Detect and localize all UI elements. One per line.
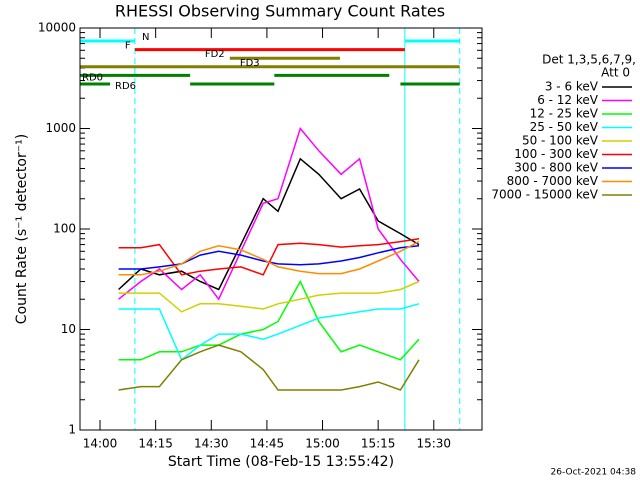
y-tick-label: 1 [68, 423, 76, 437]
legend-label: 50 - 100 keV [522, 134, 599, 148]
y-axis-label: Count Rate (s⁻¹ detector⁻¹) [14, 134, 30, 324]
series-line [118, 344, 420, 391]
x-tick-label: 14:15 [138, 437, 173, 451]
series-line [118, 240, 420, 276]
series-line [118, 126, 420, 301]
x-tick-label: 14:30 [194, 437, 229, 451]
plot-frame [79, 27, 483, 431]
x-tick-label: 14:00 [83, 437, 118, 451]
legend-label: 3 - 6 keV [545, 80, 599, 94]
footer: 26-Oct-2021 04:38 [551, 468, 637, 478]
x-tick-label: 15:30 [416, 437, 451, 451]
series-line [118, 280, 420, 313]
legend-title: Att 0 [601, 66, 630, 80]
legend-label: 800 - 7000 keV [507, 174, 599, 188]
y-tick-label: 1000 [45, 121, 76, 135]
series-line [118, 157, 420, 291]
x-tick-label: 14:45 [250, 437, 285, 451]
legend-label: 100 - 300 keV [514, 147, 598, 161]
flag-label: FD2 [205, 49, 225, 60]
y-tick-label: 10000 [38, 21, 76, 35]
y-tick-label: 100 [53, 222, 76, 236]
flag-label: FD3 [240, 58, 260, 69]
flag-label: N [142, 32, 149, 43]
legend-label: 12 - 25 keV [530, 107, 599, 121]
legend-title: Det 1,3,5,6,7,9, [542, 53, 636, 67]
flag-label: F [125, 41, 131, 52]
legend-label: 6 - 12 keV [537, 93, 599, 107]
y-tick-label: 10 [61, 322, 76, 336]
chart-title: RHESSI Observing Summary Count Rates [115, 2, 445, 21]
series-line [118, 237, 420, 276]
x-tick-label: 15:00 [305, 437, 340, 451]
x-axis-label: Start Time (08-Feb-15 13:55:42) [168, 454, 394, 470]
flag-label: RD6 [115, 81, 136, 92]
legend-label: 25 - 50 keV [530, 120, 599, 134]
x-tick-label: 15:15 [361, 437, 396, 451]
legend-label: 300 - 800 keV [514, 161, 598, 175]
legend-label: 7000 - 15000 keV [491, 188, 598, 202]
series-line [118, 303, 420, 361]
series-line [118, 279, 420, 361]
flag-label: RD0 [82, 72, 103, 83]
